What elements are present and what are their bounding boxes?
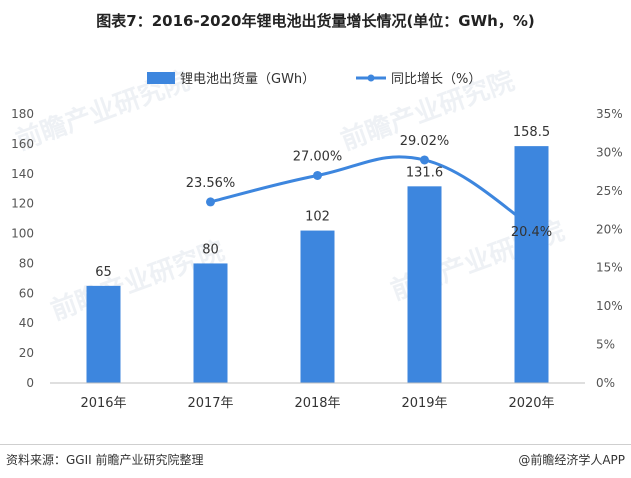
left-tick-label: 60 — [19, 286, 34, 300]
legend-marker-line — [367, 74, 375, 82]
right-tick-label: 35% — [596, 107, 623, 121]
right-tick-label: 25% — [596, 184, 623, 198]
x-tick-label: 2017年 — [187, 396, 233, 411]
chart-title: 图表7：2016-2020年锂电池出货量增长情况(单位：GWh，%) — [96, 12, 535, 30]
right-tick-label: 30% — [596, 145, 623, 159]
left-tick-label: 20 — [19, 346, 34, 360]
left-tick-label: 0 — [26, 376, 34, 390]
bar-value-label: 102 — [305, 210, 330, 225]
growth-line — [206, 155, 533, 228]
right-tick-label: 15% — [596, 261, 623, 275]
right-tick-label: 10% — [596, 299, 623, 313]
left-tick-label: 160 — [11, 137, 34, 151]
legend-label-bar: 锂电池出货量（GWh） — [180, 71, 315, 87]
data-labels: 65 80 102 131.6 158.5 23.56% 27.00% 29.02% 20.4% — [95, 125, 552, 280]
x-tick-label: 2018年 — [294, 396, 340, 411]
x-tick-label: 2020年 — [508, 396, 554, 411]
bars — [86, 146, 549, 383]
bar — [300, 230, 335, 383]
x-axis: 2016年 2017年 2018年 2019年 2020年 — [50, 382, 585, 411]
growth-value-label: 20.4% — [511, 225, 552, 240]
left-tick-label: 140 — [11, 167, 34, 181]
footer-divider — [0, 444, 631, 445]
growth-value-label: 27.00% — [293, 149, 343, 164]
bar-value-label: 65 — [95, 265, 112, 280]
source-note: 资料来源：GGII 前瞻产业研究院整理 — [6, 453, 204, 467]
growth-value-label: 29.02% — [400, 134, 450, 149]
bar-value-label: 131.6 — [406, 165, 443, 180]
left-tick-label: 180 — [11, 107, 34, 121]
bar — [193, 263, 228, 383]
bar — [86, 285, 121, 383]
growth-point — [206, 197, 215, 207]
right-tick-label: 20% — [596, 222, 623, 236]
legend: 锂电池出货量（GWh） 同比增长（%） — [147, 71, 481, 87]
brand-note: @前瞻经济学人APP — [518, 453, 625, 467]
growth-line-path — [210, 155, 533, 228]
growth-point — [420, 155, 429, 165]
growth-point — [313, 170, 322, 180]
growth-value-label: 23.56% — [186, 176, 236, 191]
right-tick-label: 5% — [596, 338, 615, 352]
legend-label-line: 同比增长（%） — [391, 72, 481, 87]
x-tick-label: 2019年 — [401, 396, 447, 411]
bar — [514, 146, 549, 383]
right-axis: 0% 5% 10% 15% 20% 25% 30% 35% — [596, 107, 623, 390]
bar-value-label: 158.5 — [513, 125, 550, 140]
left-tick-label: 120 — [11, 197, 34, 211]
x-tick-label: 2016年 — [80, 396, 126, 411]
left-axis: 0 20 40 60 80 100 120 140 160 180 — [11, 107, 34, 390]
bar — [407, 186, 442, 383]
left-tick-label: 100 — [11, 227, 34, 241]
left-tick-label: 80 — [19, 256, 34, 270]
right-tick-label: 0% — [596, 376, 615, 390]
bar-value-label: 80 — [202, 242, 219, 257]
legend-swatch-bar — [147, 72, 175, 84]
left-tick-label: 40 — [19, 316, 34, 330]
